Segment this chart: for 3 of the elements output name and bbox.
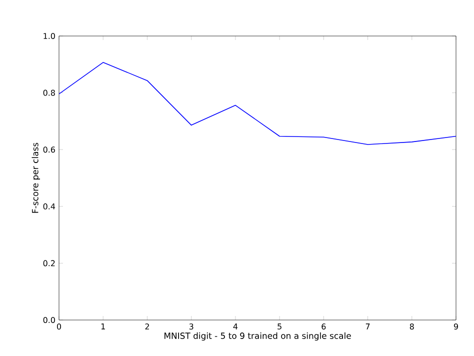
line-series (59, 62, 456, 145)
y-axis-title: F-score per class (32, 142, 40, 213)
x-axis-title: MNIST digit - 5 to 9 trained on a single scale (164, 332, 351, 341)
